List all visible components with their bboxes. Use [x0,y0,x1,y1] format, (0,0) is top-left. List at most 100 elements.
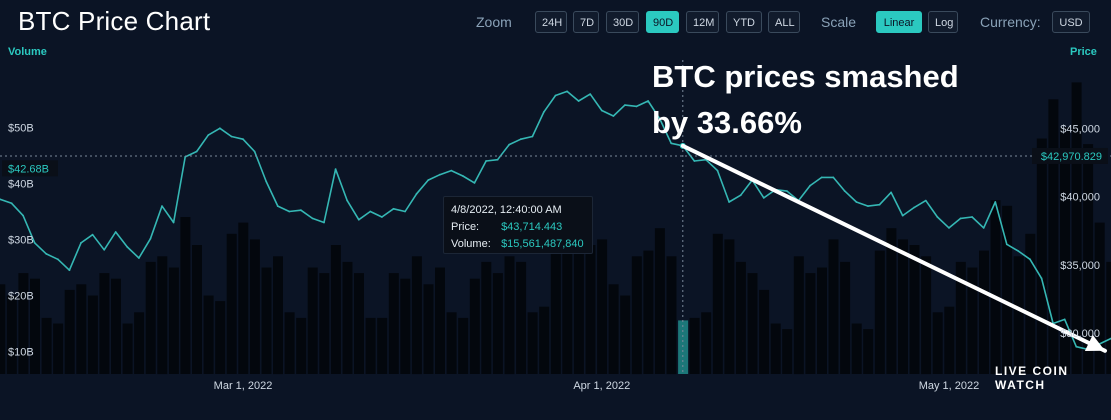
price-point [485,160,487,162]
price-point [114,231,117,233]
volume-bar [678,320,689,374]
zoom-7d-button[interactable]: 7D [573,11,599,33]
price-point [971,216,973,218]
volume-bar [319,273,330,374]
volume-bar [238,222,249,374]
volume-bar [573,250,584,374]
volume-tick-label: $30B [8,234,34,246]
volume-bar [446,312,457,374]
volume-marker-badge [2,160,58,177]
scale-log-button[interactable]: Log [928,11,958,33]
price-tick-label: $45,000 [1060,123,1100,135]
price-point [219,127,221,130]
price-point [982,227,985,229]
price-point [276,205,279,208]
axis-labels: $10B $20B $30B $40B $50B $30,000 $35,000 $40,00… [2,122,1108,392]
volume-bar [481,261,492,374]
volume-bar [654,228,665,374]
volume-tick-label: $40B [8,178,34,190]
price-point [357,218,360,221]
zoom-all-button[interactable]: ALL [768,11,800,33]
volume-bar [435,267,445,374]
price-point [369,210,372,213]
price-point [1063,318,1066,321]
volume-bar [712,233,723,374]
volume-bar [689,317,700,374]
volume-bar [157,256,168,375]
price-point [103,248,106,251]
price-point [230,135,233,138]
volume-bar [307,267,318,374]
annotation-text: BTC prices smashed by 33.66% [652,54,1052,146]
scale-linear-button[interactable]: Linear [876,11,922,33]
price-point [427,179,430,182]
volume-bar [909,245,920,374]
price-point [843,190,846,193]
volume-bar [261,267,272,374]
price-point [762,197,765,199]
volume-bar [203,295,214,374]
crosshair-layer [0,60,1111,374]
volume-bar [1002,205,1013,374]
price-marker-label: $42,970.829 [1041,151,1102,163]
volume-bar [944,306,955,374]
volume-bar [18,273,29,374]
volume-bar [111,278,121,374]
volume-bar [365,317,376,374]
currency-select[interactable]: USD [1052,11,1090,33]
volume-bar [863,329,874,374]
zoom-24h-button[interactable]: 24H [535,11,567,33]
volume-bar [701,312,712,374]
volume-bar [1060,127,1070,374]
volume-bar [215,301,226,374]
volume-bar [643,250,654,374]
volume-bar [597,239,608,374]
volume-bar [99,273,110,374]
price-point [473,182,476,184]
watermark-logo: LIVE COIN WATCH [995,364,1069,392]
price-point [149,237,152,240]
price-point [392,207,395,210]
price-point [404,210,406,213]
price-point [346,199,349,202]
price-tick-label: $30,000 [1060,328,1100,340]
price-point [531,135,534,138]
tooltip-price-label: Price: [451,221,480,233]
price-point [566,90,568,93]
volume-bar [1071,82,1082,375]
price-point [948,227,950,229]
price-point [126,246,129,248]
price-point [635,105,638,108]
price-point [959,217,962,220]
price-point [890,191,892,194]
annotation-arrow-head [1084,334,1105,352]
price-point [820,176,823,179]
tooltip-price-row: Price: $43,714.443 [451,219,585,236]
zoom-90d-button[interactable]: 90D [646,11,679,33]
volume-bar [828,239,839,374]
date-tick-label: Mar 1, 2022 [214,380,273,392]
volume-bar [1106,261,1111,374]
volume-bar [955,261,966,374]
hover-tooltip: 4/8/2022, 12:40:00 AM Price: $43,714.443… [443,196,593,254]
volume-bar [122,323,133,374]
price-point [253,150,256,153]
volume-bar [979,250,989,374]
volume-bar [1013,256,1024,375]
volume-bar [666,256,677,375]
price-point [809,184,811,187]
price-point [138,257,140,259]
price-point [924,199,927,202]
zoom-30d-button[interactable]: 30D [606,11,639,33]
volume-bar [76,284,87,374]
price-point [265,180,268,183]
price-point [207,134,210,137]
price-point [519,138,522,141]
volume-bar [1025,233,1036,374]
zoom-12m-button[interactable]: 12M [686,11,719,33]
zoom-ytd-button[interactable]: YTD [726,11,762,33]
volume-bar [851,323,862,374]
price-point [381,216,383,218]
volume-bar [504,256,515,375]
